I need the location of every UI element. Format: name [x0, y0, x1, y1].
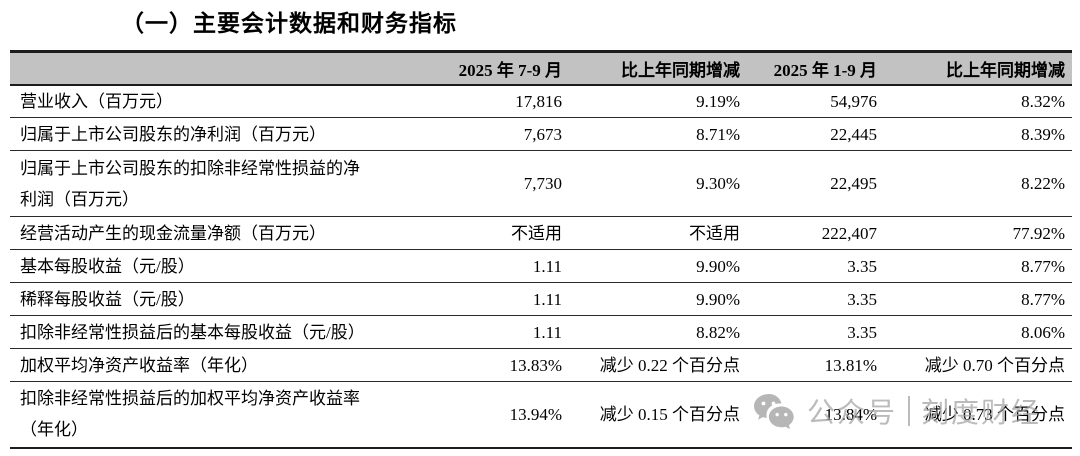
row-ytd-value: 54,976 [830, 91, 877, 111]
row-q3-value: 1.11 [532, 289, 562, 309]
col-header-indicator [10, 52, 442, 85]
col-header-q3-period: 2025 年 7-9 月 [458, 60, 562, 80]
table-row-net-profit-excl-nonrecurring: 归属于上市公司股东的扣除非经常性损益的净 利润（百万元） 7,730 9.30%… [10, 151, 1072, 217]
row-ytd-value: 22,495 [830, 174, 877, 193]
table-row-operating-cash-flow: 经营活动产生的现金流量净额（百万元） 不适用 不适用 222,407 77.92… [10, 217, 1072, 250]
row-q3-change: 9.19% [696, 91, 740, 111]
row-q3-value: 1.11 [532, 256, 562, 276]
row-ytd-value: 13.81% [824, 355, 877, 375]
row-label: 营业收入（百万元） [20, 91, 173, 111]
row-label: 基本每股收益（元/股） [20, 256, 195, 276]
row-label: 加权平均净资产收益率（年化） [20, 355, 258, 375]
row-ytd-change: 8.39% [1021, 124, 1065, 144]
row-q3-value: 不适用 [511, 223, 562, 243]
row-q3-value: 17,816 [515, 91, 562, 111]
table-row-diluted-eps: 稀释每股收益（元/股） 1.11 9.90% 3.35 8.77% [10, 283, 1072, 316]
row-q3-change: 9.90% [696, 256, 740, 276]
row-label: 归属于上市公司股东的净利润（百万元） [20, 124, 326, 144]
col-header-ytd-period: 2025 年 1-9 月 [773, 60, 877, 80]
row-ytd-value: 3.35 [847, 256, 877, 276]
row-ytd-change: 8.32% [1021, 91, 1065, 111]
row-q3-change: 8.82% [696, 322, 740, 342]
table-row-weighted-avg-roe: 加权平均净资产收益率（年化） 13.83% 减少 0.22 个百分点 13.81… [10, 349, 1072, 382]
row-ytd-change: 8.22% [1021, 174, 1065, 193]
row-q3-change: 不适用 [689, 223, 740, 243]
table-row-basic-eps-excl-nonrecurring: 扣除非经常性损益后的基本每股收益（元/股） 1.11 8.82% 3.35 8.… [10, 316, 1072, 349]
table-row-revenue: 营业收入（百万元） 17,816 9.19% 54,976 8.32% [10, 85, 1072, 118]
financial-indicators-table: 2025 年 7-9 月 比上年同期增减 2025 年 1-9 月 比上年同期增… [10, 50, 1072, 449]
table-row-weighted-avg-roe-excl-nonrecurring: 扣除非经常性损益后的加权平均净资产收益率 （年化） 13.94% 减少 0.15… [10, 382, 1072, 448]
row-ytd-change: 8.06% [1021, 322, 1065, 342]
table-header-row: 2025 年 7-9 月 比上年同期增减 2025 年 1-9 月 比上年同期增… [10, 51, 1072, 85]
row-ytd-value: 13.84% [824, 404, 877, 424]
row-q3-value: 7,673 [523, 124, 562, 144]
row-q3-value: 13.83% [509, 355, 562, 375]
row-q3-change: 减少 0.15 个百分点 [599, 404, 740, 424]
row-ytd-change: 8.77% [1021, 289, 1065, 309]
row-q3-change: 9.30% [696, 174, 740, 193]
row-q3-change: 8.71% [696, 124, 740, 144]
row-label: 稀释每股收益（元/股） [20, 289, 195, 309]
row-q3-value: 1.11 [532, 322, 562, 342]
row-label: 扣除非经常性损益后的加权平均净资产收益率 （年化） [20, 389, 360, 440]
col-header-q3-change: 比上年同期增减 [621, 60, 740, 80]
table-row-net-profit: 归属于上市公司股东的净利润（百万元） 7,673 8.71% 22,445 8.… [10, 118, 1072, 151]
table-row-basic-eps: 基本每股收益（元/股） 1.11 9.90% 3.35 8.77% [10, 250, 1072, 283]
col-header-ytd-change: 比上年同期增减 [946, 60, 1065, 80]
row-label: 经营活动产生的现金流量净额（百万元） [20, 223, 326, 243]
row-ytd-change: 8.77% [1021, 256, 1065, 276]
row-ytd-change: 减少 0.70 个百分点 [924, 355, 1065, 375]
section-title: （一）主要会计数据和财务指标 [121, 10, 457, 36]
row-ytd-value: 3.35 [847, 289, 877, 309]
row-ytd-value: 3.35 [847, 322, 877, 342]
row-ytd-value: 22,445 [830, 124, 877, 144]
row-label: 归属于上市公司股东的扣除非经常性损益的净 利润（百万元） [20, 158, 360, 209]
row-ytd-change: 77.92% [1012, 223, 1065, 243]
row-q3-change: 9.90% [696, 289, 740, 309]
row-label: 扣除非经常性损益后的基本每股收益（元/股） [20, 322, 365, 342]
row-q3-value: 7,730 [523, 174, 562, 193]
row-ytd-change: 减少 0.73 个百分点 [924, 404, 1065, 424]
row-ytd-value: 222,407 [821, 223, 877, 243]
row-q3-value: 13.94% [509, 404, 562, 424]
row-q3-change: 减少 0.22 个百分点 [599, 355, 740, 375]
